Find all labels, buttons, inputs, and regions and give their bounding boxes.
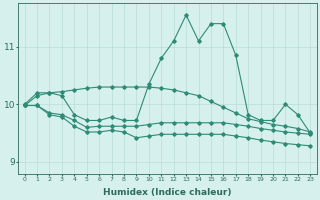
X-axis label: Humidex (Indice chaleur): Humidex (Indice chaleur) [103, 188, 232, 197]
